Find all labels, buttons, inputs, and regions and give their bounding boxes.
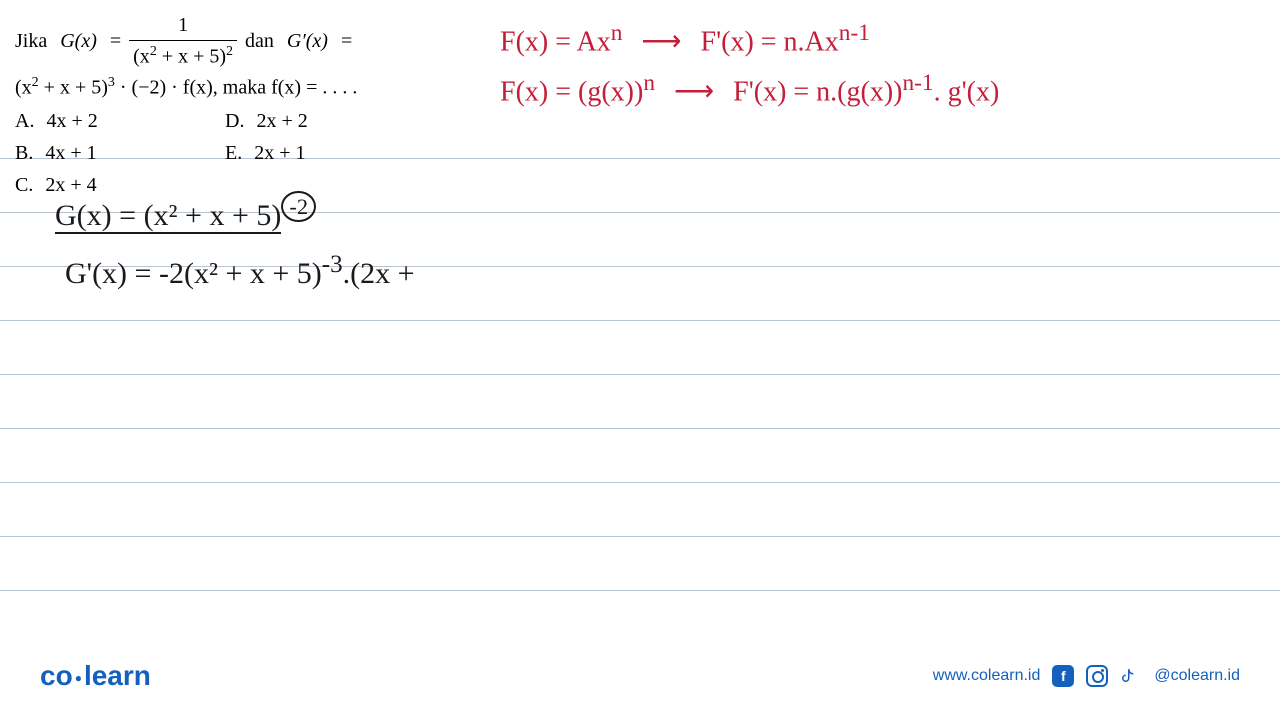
- problem-statement: Jika G(x) = 1 (x2 + x + 5)2 dan G′(x) = …: [15, 10, 435, 200]
- paper-line: [0, 482, 1280, 483]
- problem-line-1: Jika G(x) = 1 (x2 + x + 5)2 dan G′(x) =: [15, 10, 435, 72]
- arrow-icon: ⟶: [641, 20, 681, 65]
- gprime: G′(x): [287, 30, 328, 52]
- frac-num: 1: [174, 10, 192, 40]
- paper-line: [0, 536, 1280, 537]
- work-line-2: G'(x) = -2(x² + x + 5)-3.(2x +: [65, 243, 415, 301]
- solution-work: G(x) = (x² + x + 5)-2 G'(x) = -2(x² + x …: [55, 190, 415, 300]
- tiktok-icon: [1120, 665, 1142, 687]
- arrow-icon: ⟶: [674, 70, 714, 115]
- frac-den: (x2 + x + 5)2: [129, 40, 237, 72]
- dan: dan: [245, 26, 274, 56]
- eq: =: [110, 26, 121, 56]
- chain-rule: F(x) = (g(x))n ⟶ F'(x) = n.(g(x))n-1. g'…: [500, 65, 999, 115]
- choice-e: E.2x + 1: [225, 138, 425, 168]
- instagram-icon: [1086, 665, 1108, 687]
- choice-b: B.4x + 1: [15, 138, 215, 168]
- footer: co●learn www.colearn.id f @colearn.id: [0, 660, 1280, 692]
- problem-line-2: (x2 + x + 5)3 · (−2) · f(x), maka f(x) =…: [15, 72, 435, 103]
- paper-line: [0, 590, 1280, 591]
- derivative-rules: F(x) = Axn ⟶ F'(x) = n.Axn-1 F(x) = (g(x…: [500, 15, 999, 115]
- paper-line: [0, 428, 1280, 429]
- choice-a: A.4x + 2: [15, 106, 215, 136]
- paper-line: [0, 374, 1280, 375]
- facebook-icon: f: [1052, 665, 1074, 687]
- logo-learn: learn: [84, 660, 151, 691]
- gx: G(x): [60, 30, 97, 52]
- choice-d: D.2x + 2: [225, 106, 425, 136]
- logo-co: co: [40, 660, 73, 691]
- colearn-logo: co●learn: [40, 660, 151, 692]
- work-line-1: G(x) = (x² + x + 5)-2: [55, 190, 415, 243]
- fraction: 1 (x2 + x + 5)2: [129, 10, 237, 72]
- prefix: Jika: [15, 26, 47, 56]
- logo-dot-icon: ●: [75, 671, 82, 685]
- social-handle: @colearn.id: [1154, 667, 1240, 685]
- circled-exponent: -2: [281, 191, 316, 222]
- website-url: www.colearn.id: [933, 667, 1041, 685]
- answer-choices: A.4x + 2 D.2x + 2 B.4x + 1 E.2x + 1 C.2x…: [15, 106, 435, 200]
- power-rule: F(x) = Axn ⟶ F'(x) = n.Axn-1: [500, 15, 999, 65]
- paper-line: [0, 320, 1280, 321]
- eq2: =: [341, 26, 352, 56]
- footer-right: www.colearn.id f @colearn.id: [933, 665, 1240, 687]
